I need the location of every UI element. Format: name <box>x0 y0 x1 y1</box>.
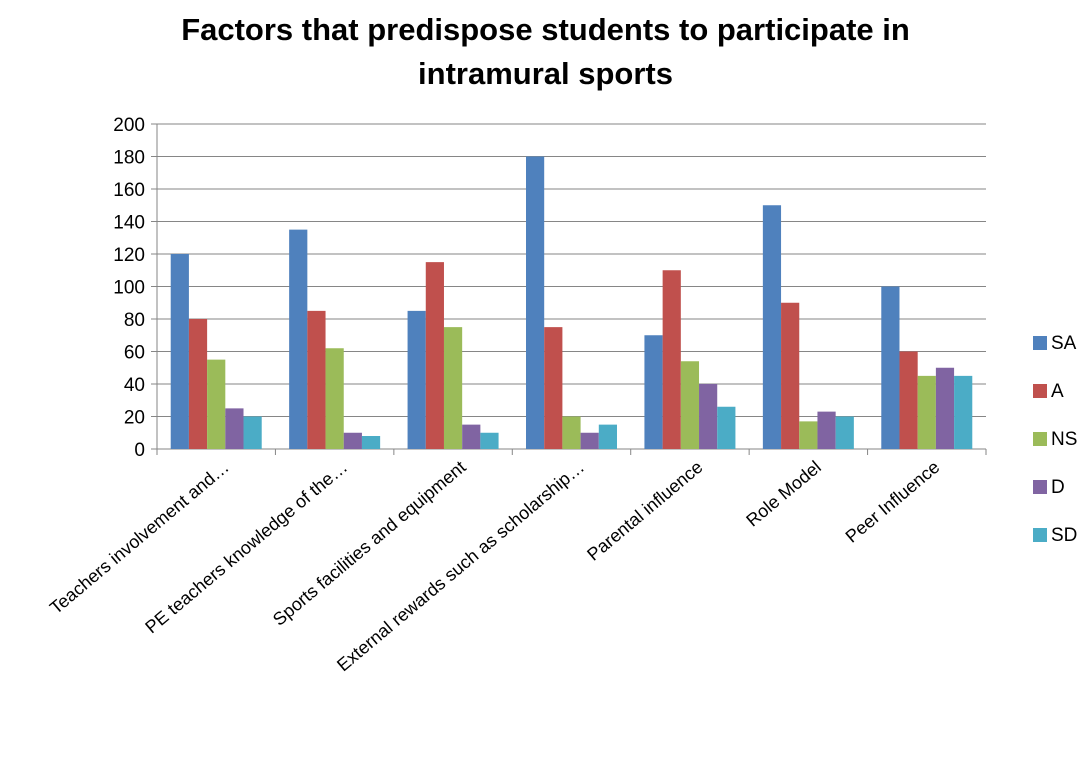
bar-ns <box>325 348 344 449</box>
y-tick-label: 20 <box>124 408 145 429</box>
bar-a <box>425 262 444 449</box>
bar-ns <box>680 361 700 449</box>
legend-swatch-sd <box>1033 528 1047 542</box>
y-tick-label: 140 <box>113 213 145 234</box>
y-tick-label: 0 <box>134 440 145 461</box>
chart-title: Factors that predispose students to part… <box>181 12 910 91</box>
x-category-label: External rewards such as scholarship… <box>333 457 588 676</box>
x-category-label: Peer Influence <box>842 457 944 547</box>
y-tick-label: 60 <box>124 343 145 364</box>
y-tick-label: 80 <box>124 310 145 331</box>
bar-sa <box>170 254 189 449</box>
y-tick-label: 180 <box>113 148 145 169</box>
legend-label-d: D <box>1051 477 1065 498</box>
y-tick-label: 200 <box>113 115 145 136</box>
bar-a <box>307 310 326 449</box>
bar-sa <box>881 286 900 449</box>
bar-d <box>699 384 718 449</box>
legend-swatch-sa <box>1033 336 1047 350</box>
y-tick-label: 160 <box>113 180 145 201</box>
x-category-label: Sports facilities and equipment <box>269 457 470 630</box>
bar-sd <box>243 416 262 449</box>
bar-sd <box>717 406 736 449</box>
bar-ns <box>207 359 226 449</box>
legend-label-ns: NS <box>1051 429 1077 450</box>
bar-a <box>544 327 563 449</box>
legend-label-a: A <box>1051 381 1064 402</box>
bar-ns <box>799 421 818 449</box>
bar-sd <box>835 416 854 449</box>
bar-sd <box>361 436 381 449</box>
x-category-label: Parental influence <box>583 457 706 565</box>
bar-a <box>662 270 681 449</box>
bar-d <box>817 411 836 449</box>
y-tick-label: 100 <box>113 278 145 299</box>
bar-ns <box>443 327 463 449</box>
bar-d <box>225 408 244 449</box>
bar-a <box>899 351 918 449</box>
bar-sa <box>762 205 782 449</box>
bar-sa <box>644 335 663 449</box>
bar-d <box>343 432 362 449</box>
legend-label-sa: SA <box>1051 333 1077 354</box>
bar-sd <box>480 432 499 449</box>
legend-swatch-ns <box>1033 432 1047 446</box>
x-category-label: Role Model <box>742 457 825 531</box>
bar-sd <box>598 424 617 449</box>
legend-swatch-d <box>1033 480 1047 494</box>
x-category-label: PE teachers knowledge of the… <box>141 457 351 638</box>
legend-swatch-a <box>1033 384 1047 398</box>
bar-a <box>188 319 208 449</box>
bar-sd <box>954 375 973 449</box>
y-tick-label: 120 <box>113 245 145 266</box>
bar-d <box>580 432 599 449</box>
bar-a <box>781 302 800 449</box>
bar-sa <box>407 310 426 449</box>
bar-ns <box>917 375 936 449</box>
legend-label-sd: SD <box>1051 525 1077 546</box>
bar-sa <box>289 229 308 449</box>
bar-d <box>935 367 955 449</box>
bar-sa <box>526 156 545 449</box>
bar-d <box>462 424 481 449</box>
bar-ns <box>562 416 581 449</box>
y-tick-label: 40 <box>124 375 145 396</box>
